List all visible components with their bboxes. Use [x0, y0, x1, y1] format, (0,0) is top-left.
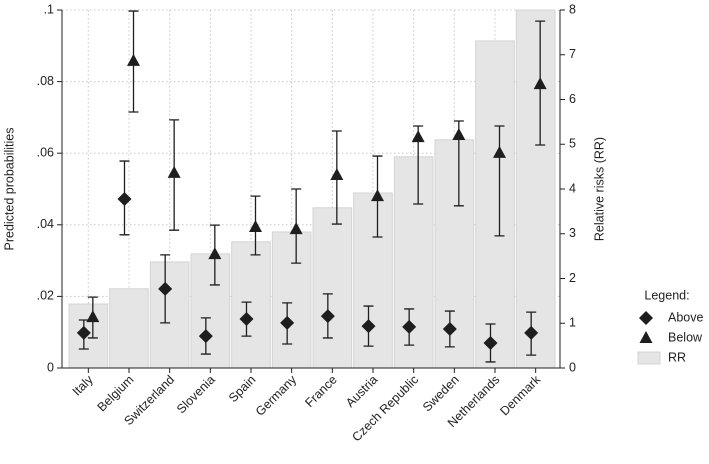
diamond-marker: [158, 281, 173, 296]
y-tick-label: .02: [37, 289, 54, 303]
y-tick-label: .04: [37, 217, 54, 231]
diamond-marker: [117, 192, 132, 207]
x-tick-label: France: [302, 373, 339, 410]
error-bar: [158, 254, 173, 324]
error-bar: [280, 302, 295, 345]
x-tick-label: Spain: [226, 373, 259, 406]
triangle-marker: [86, 310, 100, 323]
error-bar: [361, 305, 376, 347]
x-tick-label: Belgium: [95, 373, 137, 415]
error-bar: [208, 224, 222, 286]
triangle-marker: [371, 189, 384, 202]
legend-label: RR: [668, 350, 686, 364]
bar: [312, 207, 353, 369]
error-bar: [239, 301, 254, 337]
y2-tick-label: 8: [569, 2, 576, 16]
error-bar: [117, 160, 132, 236]
bar: [231, 241, 271, 369]
x-tick-label: Sweden: [420, 373, 462, 415]
error-bar: [330, 130, 344, 225]
triangle-marker: [167, 165, 181, 178]
diamond-marker: [639, 311, 653, 325]
triangle-marker: [493, 145, 506, 158]
error-bar: [371, 155, 384, 238]
diamond-marker: [524, 325, 539, 340]
y2-tick-label: 6: [569, 92, 576, 106]
error-bar: [76, 319, 91, 350]
diamond-marker: [402, 319, 417, 334]
legend-label: Below: [668, 330, 703, 344]
bar: [434, 139, 475, 369]
y2-tick-label: 7: [569, 47, 576, 61]
bar: [68, 303, 109, 369]
triangle-marker: [208, 247, 222, 260]
y2-tick-label: 3: [569, 226, 576, 240]
y-axis-label: Predicted probabilities: [2, 128, 16, 251]
triangle-marker: [639, 331, 653, 343]
triangle-marker: [411, 130, 425, 143]
bar: [393, 156, 434, 369]
legend-title: Legend:: [644, 288, 689, 302]
y-tick-label: .1: [44, 2, 54, 16]
y2-axis-label: Relative risks (RR): [592, 137, 606, 241]
diamond-marker: [361, 319, 376, 334]
error-bar: [452, 120, 466, 207]
bar: [149, 261, 190, 369]
error-bar: [198, 317, 213, 355]
error-bar: [127, 10, 140, 113]
diamond-marker: [76, 325, 91, 340]
diamond-marker: [483, 335, 498, 350]
error-bar: [442, 310, 457, 348]
y2-tick-label: 0: [569, 360, 576, 374]
y2-tick-label: 5: [569, 137, 576, 151]
bar: [271, 231, 312, 369]
triangle-marker: [249, 219, 262, 232]
error-bar: [402, 308, 417, 346]
x-tick-label: Austria: [343, 373, 380, 410]
legend-swatch: [637, 351, 661, 365]
y2-tick-label: 4: [569, 181, 576, 195]
error-bar: [483, 323, 498, 363]
diamond-marker: [198, 329, 213, 344]
error-bar: [167, 119, 181, 231]
bar: [475, 40, 515, 369]
diamond-marker: [442, 321, 457, 336]
x-tick-label: Germany: [253, 372, 300, 419]
bar: [109, 288, 149, 369]
error-bar: [249, 195, 262, 256]
bar: [190, 253, 231, 369]
triangle-marker: [533, 77, 547, 90]
error-bar: [86, 296, 100, 339]
bar: [353, 192, 393, 369]
bar: [515, 9, 556, 369]
diamond-marker: [239, 311, 254, 326]
error-bar: [533, 20, 547, 146]
x-tick-label: Italy: [70, 372, 97, 399]
error-bar: [411, 125, 425, 205]
triangle-marker: [330, 168, 344, 181]
y2-tick-label: 1: [569, 316, 576, 330]
error-bar: [289, 188, 303, 264]
diamond-marker: [280, 315, 295, 330]
x-tick-label: Slovenia: [174, 373, 218, 417]
error-bar-line: [494, 125, 505, 237]
error-bar: [320, 293, 335, 339]
y2-tick-label: 2: [569, 271, 576, 285]
x-tick-label: Denmark: [497, 372, 543, 418]
triangle-marker: [127, 53, 140, 66]
legend-label: Above: [668, 310, 703, 324]
diamond-marker: [320, 309, 335, 324]
y-tick-label: .06: [37, 145, 54, 159]
error-bar: [493, 125, 506, 237]
error-bar: [524, 311, 539, 356]
triangle-marker: [289, 222, 303, 235]
y-tick-label: .08: [37, 74, 54, 88]
triangle-marker: [452, 127, 466, 140]
y-tick-label: 0: [47, 360, 54, 374]
